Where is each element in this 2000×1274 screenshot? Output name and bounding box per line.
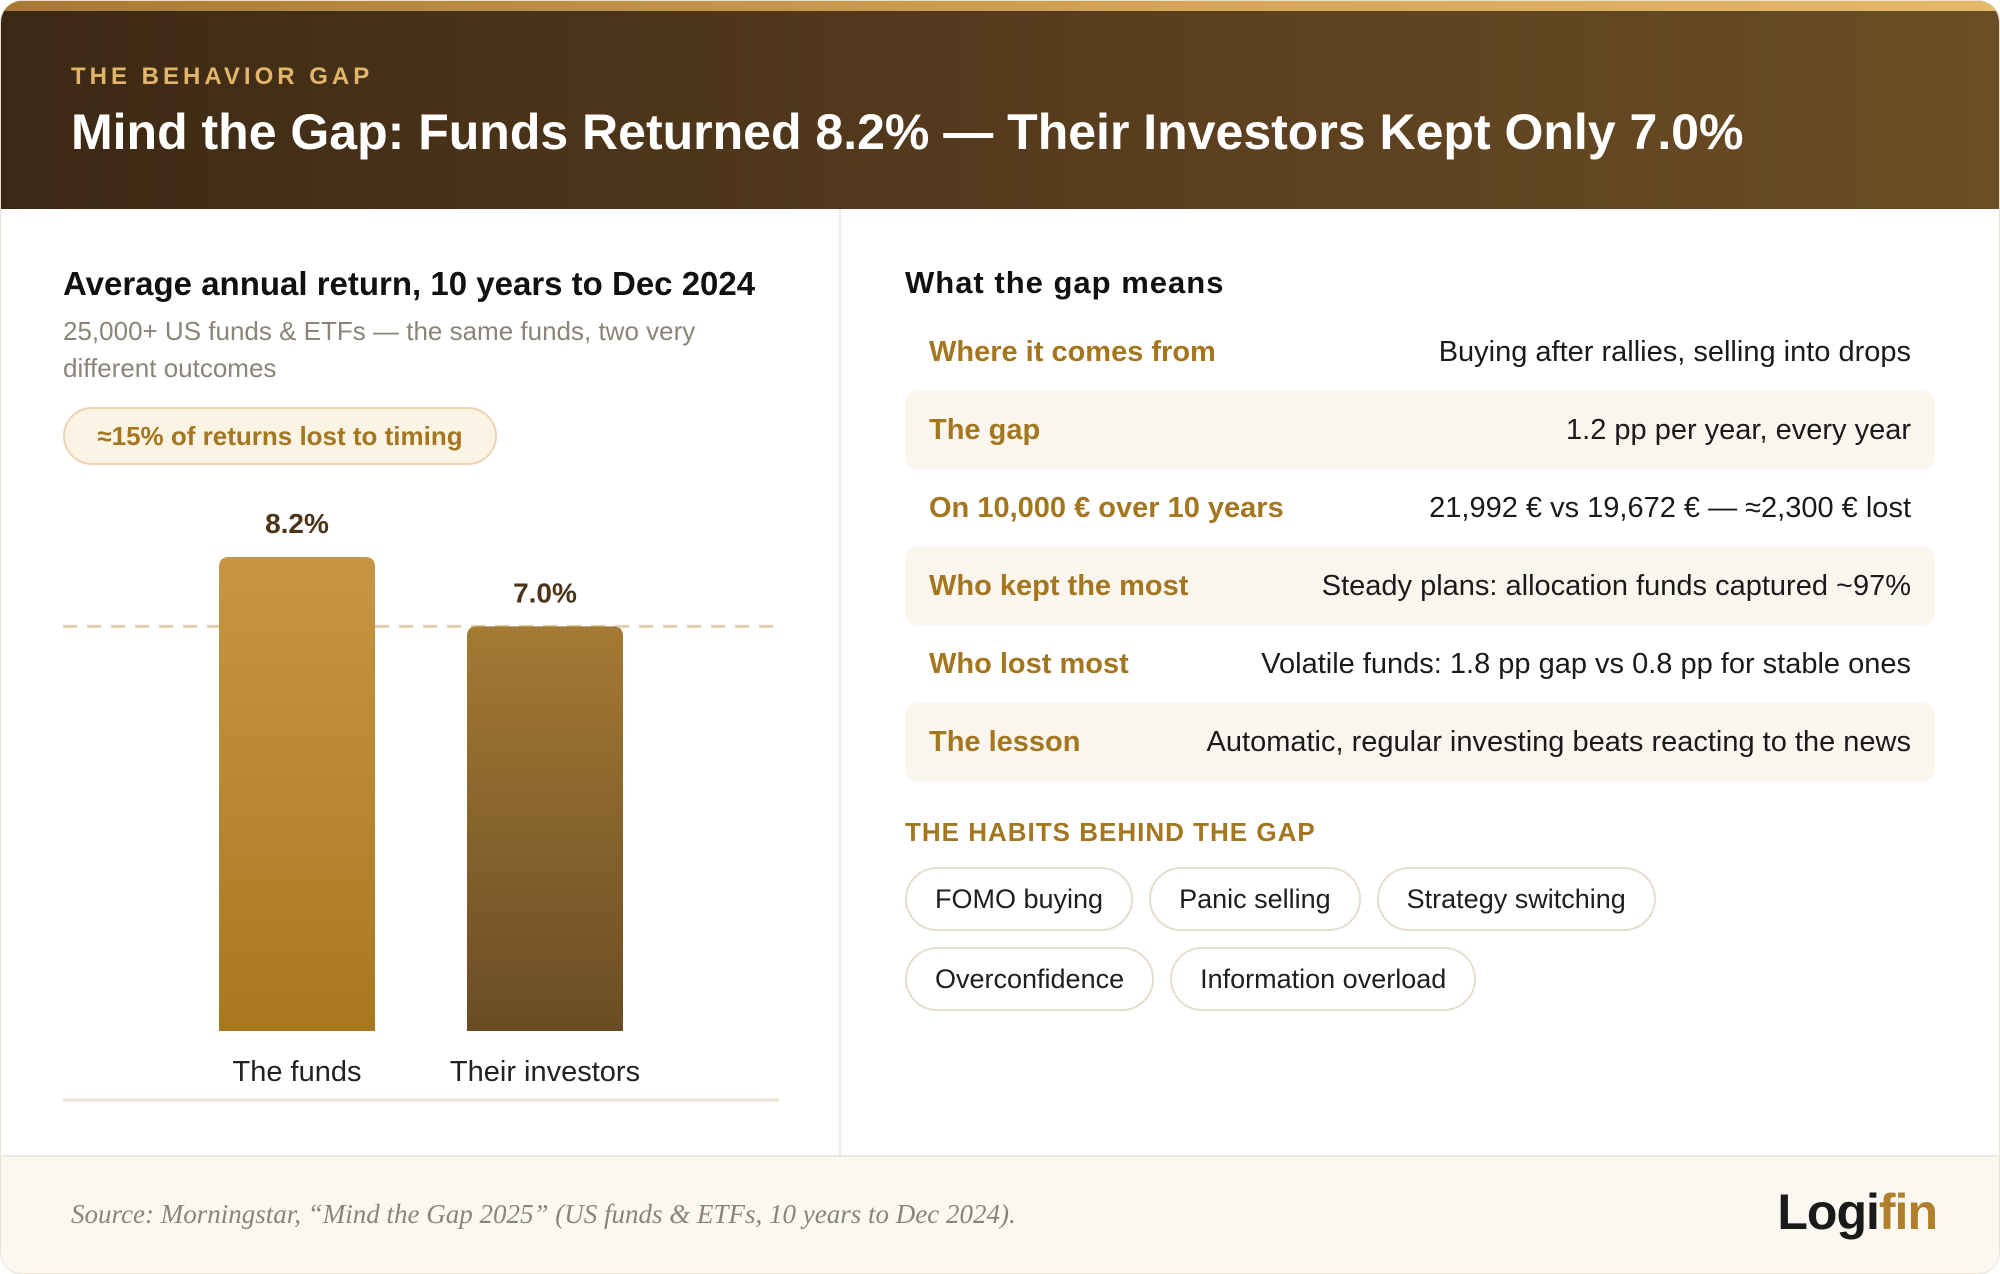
logo-text-part1: Logi — [1777, 1184, 1880, 1240]
brand-logo: Logifin — [1777, 1183, 1938, 1241]
detail-value: Steady plans: allocation funds captured … — [1321, 569, 1911, 602]
detail-label: The lesson — [929, 725, 1081, 758]
detail-value: 21,992 € vs 19,672 € — ≈2,300 € lost — [1429, 491, 1911, 524]
details-title: What the gap means — [905, 265, 1225, 300]
habits-list: FOMO buying Panic selling Strategy switc… — [905, 867, 1905, 1011]
page-title: Mind the Gap: Funds Returned 8.2% — Thei… — [71, 104, 1744, 160]
bar-chart: 8.2% The funds 7.0% Their investors — [63, 508, 781, 1102]
habit-chip: FOMO buying — [905, 867, 1134, 931]
detail-value: Automatic, regular investing beats react… — [1206, 725, 1911, 758]
detail-value: Volatile funds: 1.8 pp gap vs 0.8 pp for… — [1261, 647, 1911, 680]
detail-row-lesson: The lesson Automatic, regular investing … — [905, 703, 1935, 781]
bar-value-label: 7.0% — [513, 577, 577, 608]
chart-title: Average annual return, 10 years to Dec 2… — [63, 265, 756, 302]
logo-text-part2: fin — [1878, 1184, 1938, 1240]
habits-title: THE HABITS BEHIND THE GAP — [905, 817, 1316, 847]
bar-funds — [219, 557, 375, 1031]
habit-chip: Overconfidence — [905, 947, 1155, 1011]
header-accent-line — [1, 1, 1999, 11]
chart-subtitle: 25,000+ US funds & ETFs — the same funds… — [63, 316, 696, 383]
kicker: THE BEHAVIOR GAP — [71, 63, 374, 90]
detail-row-lost-most: Who lost most Volatile funds: 1.8 pp gap… — [905, 625, 1935, 703]
panel-divider — [839, 209, 841, 1155]
timing-loss-badge: ≈15% of returns lost to timing — [63, 407, 497, 465]
bar-value-label: 8.2% — [265, 508, 329, 539]
bar-investors — [467, 626, 623, 1031]
habit-chip: Strategy switching — [1376, 867, 1656, 931]
detail-row-kept-most: Who kept the most Steady plans: allocati… — [905, 547, 1935, 625]
detail-label: Who kept the most — [929, 569, 1189, 602]
detail-row-gap: The gap 1.2 pp per year, every year — [905, 391, 1935, 469]
footer: Source: Morningstar, “Mind the Gap 2025”… — [1, 1155, 1999, 1273]
habit-chip: Information overload — [1170, 947, 1477, 1011]
detail-row-example: On 10,000 € over 10 years 21,992 € vs 19… — [905, 469, 1935, 547]
category-label: Their investors — [450, 1056, 640, 1088]
details-list: Where it comes from Buying after rallies… — [905, 313, 1935, 781]
detail-value: 1.2 pp per year, every year — [1566, 413, 1911, 446]
detail-value: Buying after rallies, selling into drops — [1438, 335, 1911, 368]
detail-label: Who lost most — [929, 647, 1129, 680]
detail-label: Where it comes from — [929, 335, 1216, 368]
category-label: The funds — [233, 1056, 362, 1088]
header: THE BEHAVIOR GAP Mind the Gap: Funds Ret… — [1, 1, 1999, 209]
habit-chip: Panic selling — [1149, 867, 1361, 931]
source-note: Source: Morningstar, “Mind the Gap 2025”… — [71, 1199, 1016, 1229]
detail-label: The gap — [929, 413, 1041, 446]
detail-label: On 10,000 € over 10 years — [929, 491, 1284, 524]
detail-row-source: Where it comes from Buying after rallies… — [905, 313, 1935, 391]
